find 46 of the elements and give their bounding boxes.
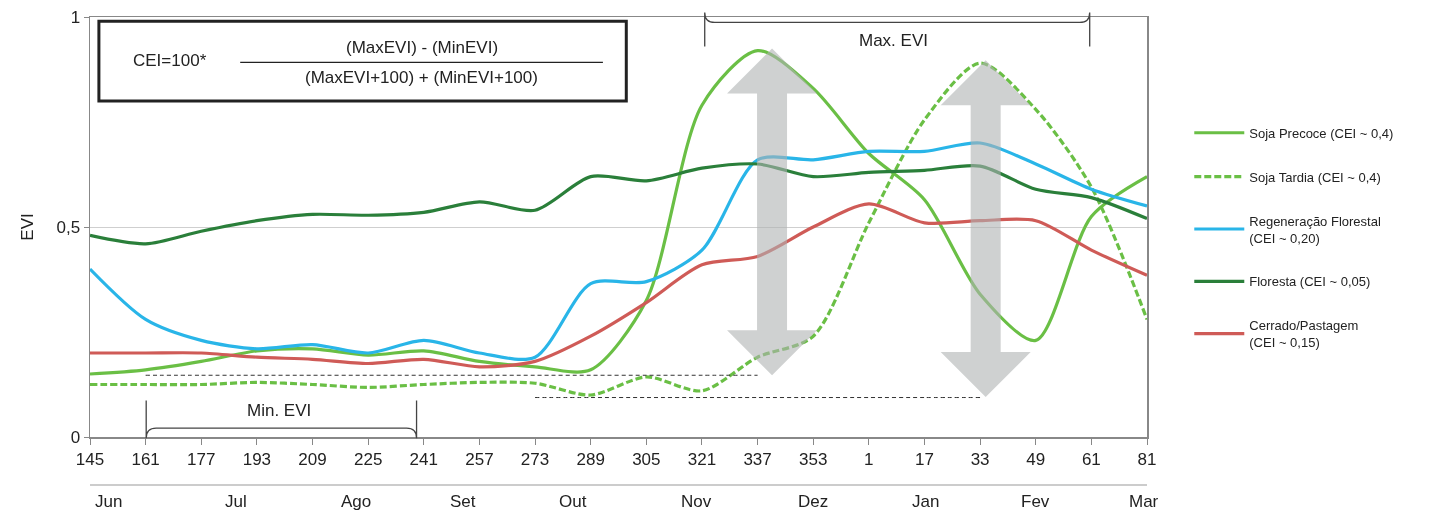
x-tick-label: 1 bbox=[864, 449, 874, 469]
x-tick-label: 61 bbox=[1081, 449, 1101, 469]
line-series bbox=[90, 162, 1147, 246]
text: Dez bbox=[798, 492, 829, 511]
text: Jul bbox=[225, 492, 247, 511]
legend-label: Floresta (CEI ~ 0,05) bbox=[1249, 274, 1371, 290]
annotation: Max. EVI bbox=[859, 31, 928, 50]
legend-label: Soja Tardia (CEI ~ 0,4) bbox=[1249, 169, 1381, 185]
x-tick-label: 17 bbox=[915, 449, 934, 469]
text: Ago bbox=[341, 492, 372, 511]
annotation: CEI=100* bbox=[133, 51, 207, 70]
x-tick-label: 49 bbox=[1026, 449, 1046, 469]
text: Jan bbox=[912, 492, 940, 511]
annotation: (MaxEVI) - (MinEVI) bbox=[346, 38, 499, 57]
x-tick-label: 225 bbox=[353, 449, 383, 469]
y-tick-label: 0 bbox=[70, 427, 81, 447]
x-tick-label: 209 bbox=[298, 449, 327, 469]
text: Out bbox=[559, 492, 587, 511]
text: Fev bbox=[1021, 492, 1050, 511]
y-axis-title: EVI bbox=[18, 213, 38, 241]
y-tick-label: 0,5 bbox=[56, 217, 81, 237]
text: Nov bbox=[681, 492, 712, 511]
annotation: Min. EVI bbox=[247, 401, 312, 420]
annotation: (MaxEVI+100) + (MinEVI+100) bbox=[305, 68, 538, 87]
text: Jun bbox=[95, 492, 123, 511]
x-tick-label: 337 bbox=[743, 449, 772, 469]
x-tick-label: 161 bbox=[131, 449, 160, 469]
x-tick-label: 353 bbox=[799, 449, 828, 469]
x-tick-label: 81 bbox=[1137, 449, 1157, 469]
x-tick-label: 257 bbox=[465, 449, 494, 469]
line-series bbox=[90, 202, 1147, 369]
x-tick-label: 177 bbox=[187, 449, 216, 469]
text: Set bbox=[450, 492, 476, 511]
legend-label: Soja Precoce (CEI ~ 0,4) bbox=[1249, 125, 1394, 141]
text: Mar bbox=[1129, 492, 1159, 511]
x-tick-label: 305 bbox=[632, 449, 661, 469]
x-tick-label: 321 bbox=[687, 449, 717, 469]
x-tick-label: 273 bbox=[520, 449, 550, 469]
x-tick-label: 289 bbox=[576, 449, 605, 469]
x-tick-label: 33 bbox=[970, 449, 990, 469]
x-tick-label: 241 bbox=[409, 449, 438, 469]
y-tick-label: 1 bbox=[70, 7, 81, 27]
x-tick-label: 193 bbox=[242, 449, 272, 469]
x-tick-label: 145 bbox=[75, 449, 105, 469]
legend-label: Cerrado/Pastagem (CEI ~ 0,15) bbox=[1249, 318, 1359, 351]
legend-label: Regeneração Florestal (CEI ~ 0,20) bbox=[1249, 213, 1381, 246]
